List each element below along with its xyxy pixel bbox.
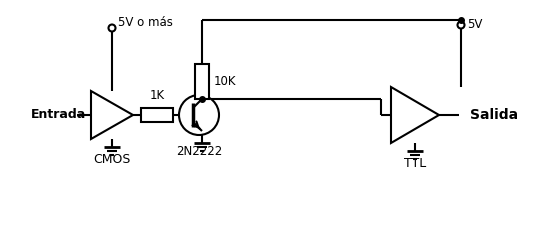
- Text: 5V: 5V: [467, 18, 482, 31]
- Text: CMOS: CMOS: [93, 153, 130, 166]
- Text: 2N2222: 2N2222: [176, 145, 222, 158]
- Polygon shape: [391, 87, 439, 143]
- Bar: [195, 64, 209, 99]
- Circle shape: [108, 24, 115, 31]
- Text: TTL: TTL: [404, 157, 426, 170]
- Text: 10K: 10K: [214, 75, 236, 88]
- Text: Salida: Salida: [470, 108, 518, 122]
- Text: Entrada: Entrada: [32, 109, 87, 122]
- Bar: [141, 108, 173, 122]
- Circle shape: [179, 95, 219, 135]
- Text: 1K: 1K: [149, 89, 165, 102]
- Text: 5V o más: 5V o más: [118, 16, 173, 30]
- Polygon shape: [91, 91, 133, 139]
- Circle shape: [457, 21, 465, 28]
